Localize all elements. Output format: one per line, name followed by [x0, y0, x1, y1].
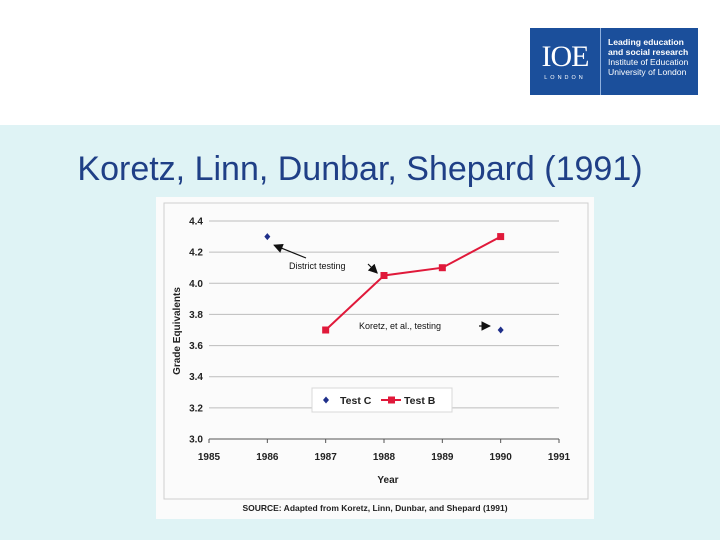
y-tick-label: 4.4 [189, 217, 203, 228]
annotation-district-testing: District testing [289, 261, 346, 271]
chart-frame [163, 202, 589, 500]
x-tick-label: 1989 [431, 452, 454, 463]
x-tick-label: 1985 [198, 452, 221, 463]
annotation-arrow [273, 243, 307, 259]
line-chart: 3.0 3.2 3.4 3.6 3.8 4.0 4.2 4.4 1985 1986 1987 1988… [163, 202, 589, 500]
ioe-logo: IOE LONDON Leading education and social … [530, 28, 698, 95]
y-tick-label: 3.8 [189, 310, 203, 321]
legend-swatch-test-c [323, 396, 329, 404]
logo-text: Leading education and social research In… [601, 28, 688, 95]
legend-label-test-b: Test B [404, 395, 436, 407]
y-tick-label: 3.4 [189, 372, 203, 383]
legend-swatch-test-b [388, 396, 395, 404]
logo-mark-text: IOE [541, 40, 590, 73]
data-point [380, 272, 388, 279]
y-tick-label: 3.6 [189, 341, 203, 352]
logo-mark-sub: LONDON [544, 75, 586, 81]
annotation-arrow [367, 263, 378, 274]
data-point [438, 264, 446, 272]
logo-mark: IOE LONDON [530, 28, 601, 95]
x-tick-label: 1988 [373, 452, 396, 463]
logo-line-2: and social research [608, 47, 689, 57]
y-axis-label: Grade Equivalents [172, 287, 183, 375]
x-tick-label: 1987 [315, 452, 338, 463]
x-axis-label: Year [377, 475, 398, 486]
data-point [264, 233, 271, 241]
y-tick-label: 3.0 [189, 435, 203, 446]
y-tick-label: 4.2 [189, 248, 203, 259]
x-tick-label: 1986 [256, 452, 279, 463]
logo-line-1: Leading education [608, 37, 684, 47]
logo-line-4: University of London [608, 67, 687, 77]
y-tick-label: 4.0 [189, 279, 203, 290]
legend-label-test-c: Test C [340, 395, 372, 407]
chart-source: SOURCE: Adapted from Koretz, Linn, Dunba… [242, 503, 508, 513]
y-tick-label: 3.2 [189, 403, 203, 414]
data-point [497, 326, 504, 334]
slide-title: Koretz, Linn, Dunbar, Shepard (1991) [77, 150, 643, 188]
chart-figure: 3.0 3.2 3.4 3.6 3.8 4.0 4.2 4.4 1985 1986 1987 1988… [156, 197, 594, 519]
annotation-koretz-testing: Koretz, et al., testing [359, 321, 441, 331]
data-point [322, 326, 330, 334]
data-point [497, 233, 505, 241]
x-tick-label: 1991 [548, 452, 571, 463]
logo-line-3: Institute of Education [608, 57, 689, 67]
series-line-2 [324, 235, 502, 331]
x-tick-label: 1990 [490, 452, 513, 463]
